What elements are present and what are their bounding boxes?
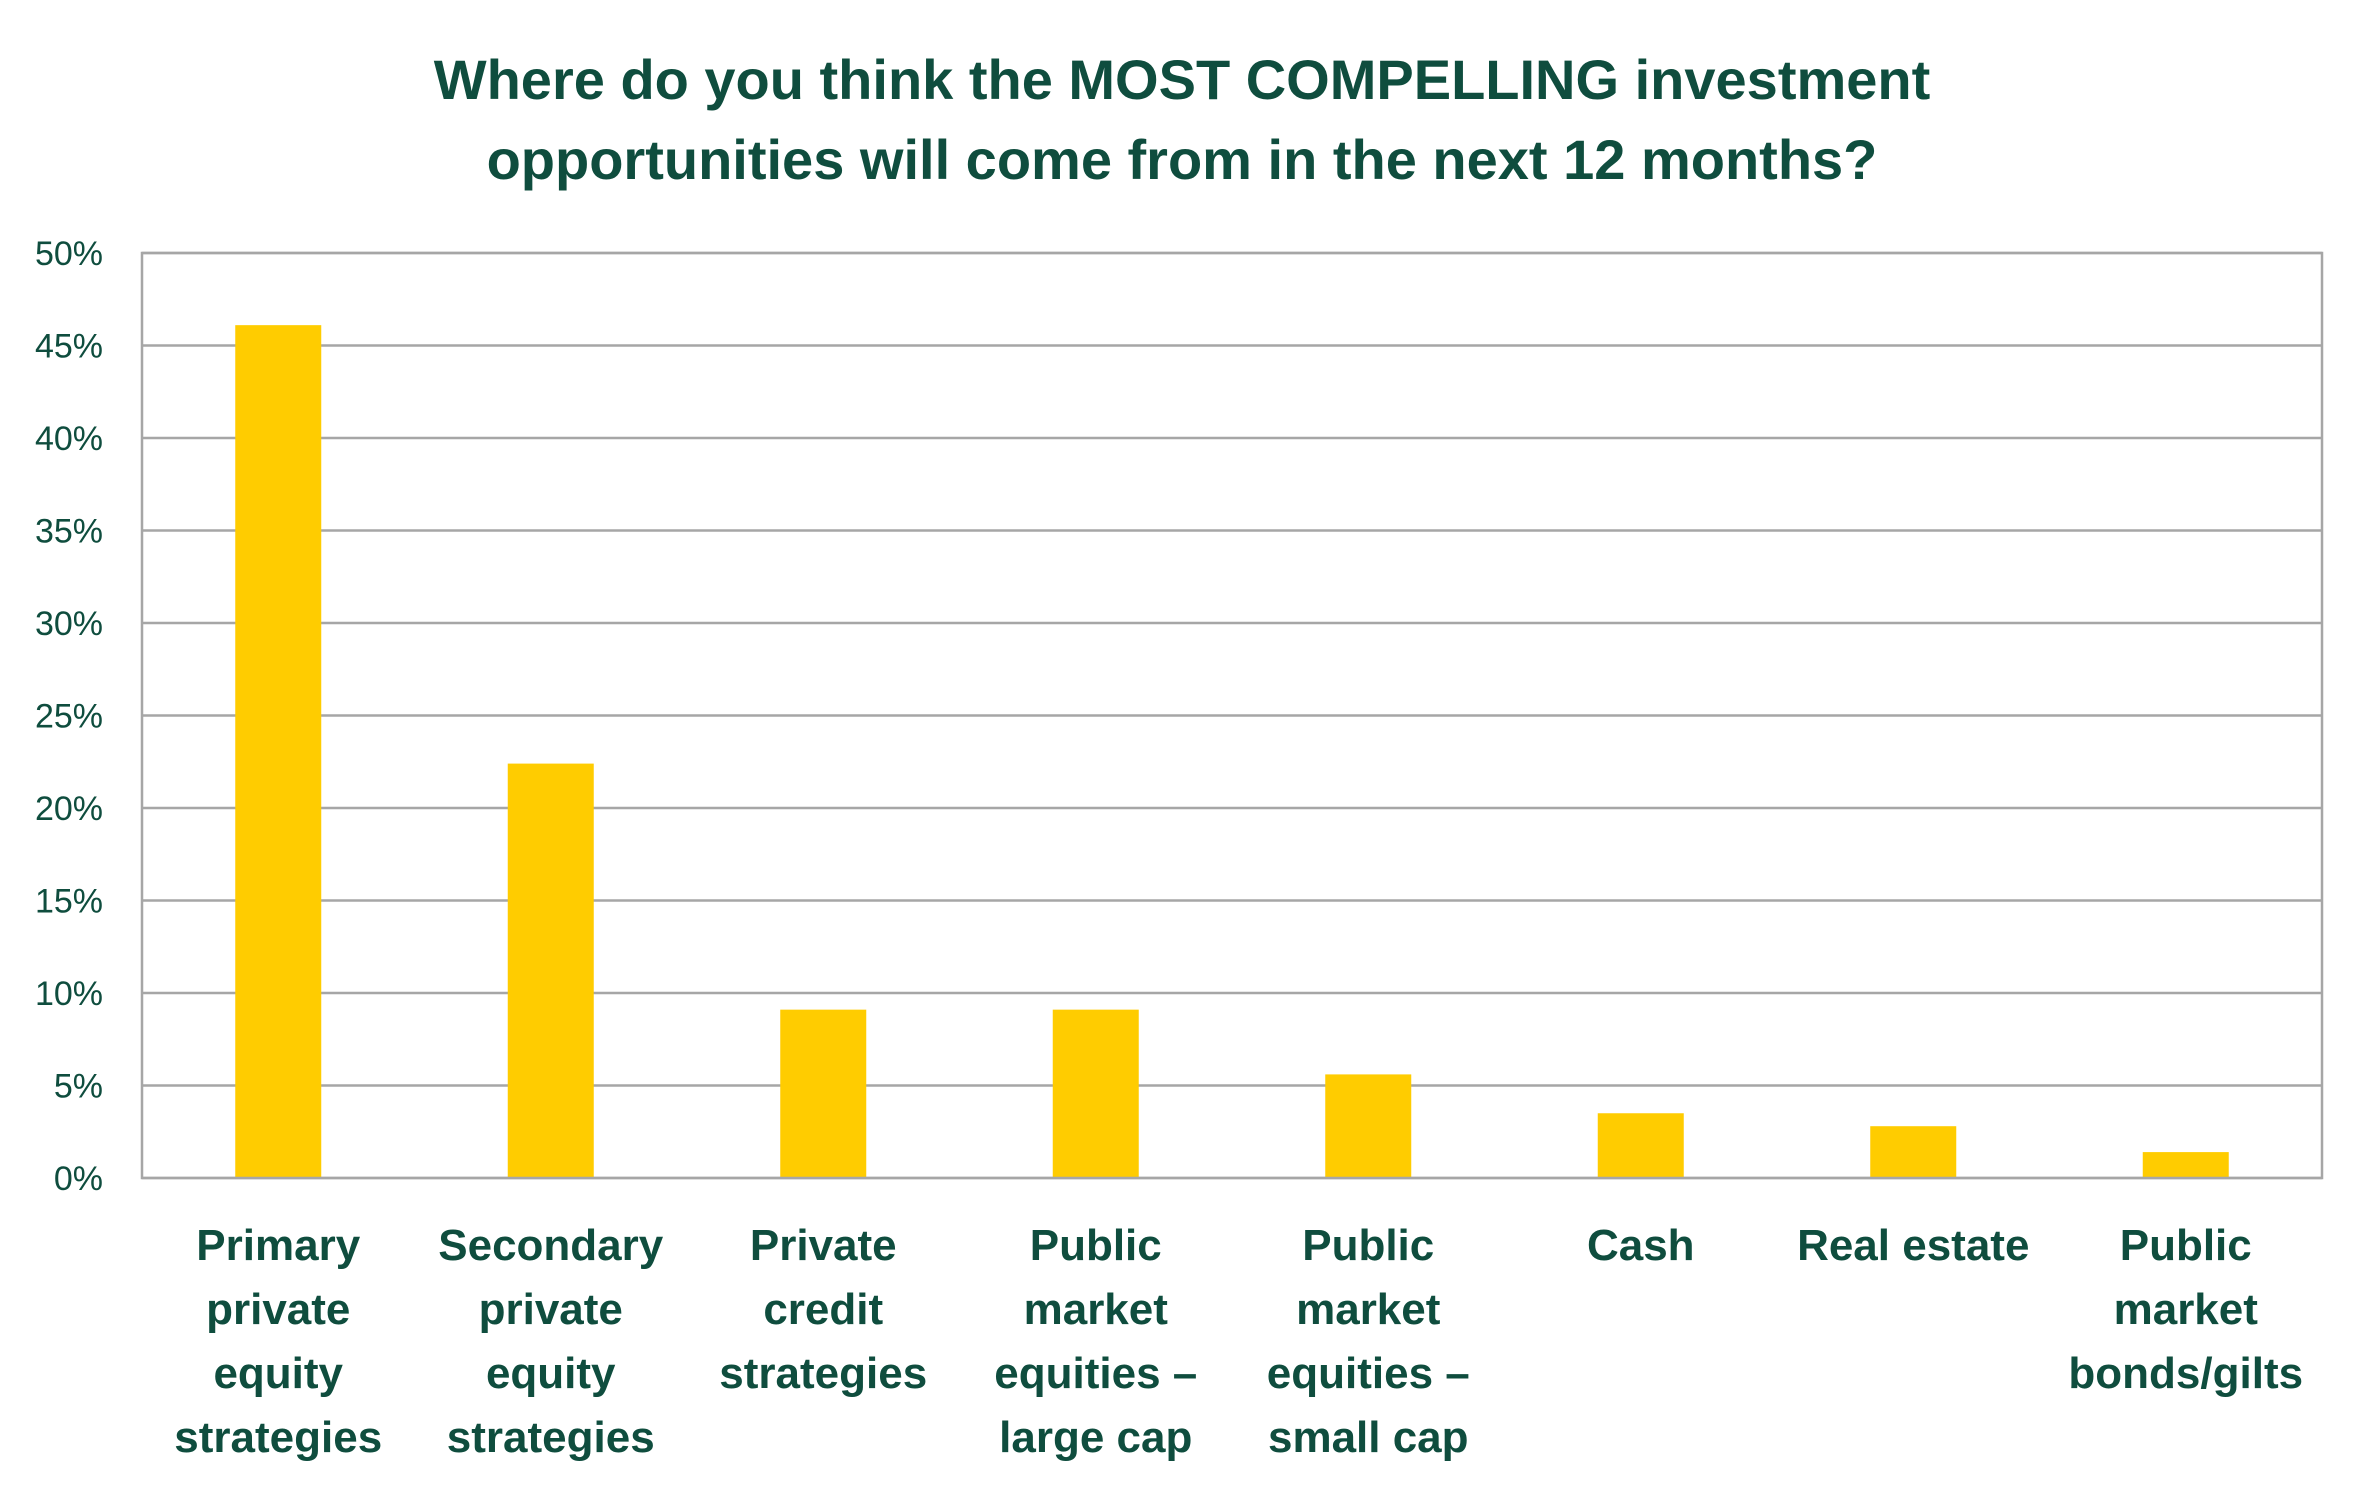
x-category-label: Public market equities – large cap xyxy=(994,1221,1197,1462)
chart-title-line-2: opportunities will come from in the next… xyxy=(486,128,1878,191)
y-tick-label: 25% xyxy=(35,698,103,736)
x-category-label: Cash xyxy=(1587,1221,1695,1270)
y-tick-label: 50% xyxy=(35,235,103,273)
x-category-label: Public market bonds/gilts xyxy=(2068,1221,2303,1398)
x-category-label: Secondary private equity strategies xyxy=(438,1221,664,1462)
bar xyxy=(507,763,594,1178)
y-tick-label: 30% xyxy=(35,605,103,643)
bar xyxy=(1325,1074,1412,1178)
chart-title-line-1: Where do you think the MOST COMPELLING i… xyxy=(433,48,1931,111)
y-tick-label: 40% xyxy=(35,420,103,458)
bar xyxy=(1052,1009,1139,1178)
y-tick-label: 45% xyxy=(35,328,103,366)
x-category-label: Private credit strategies xyxy=(719,1221,927,1398)
axes: 0% 5% 10% 15% 20% 25% 30% 35% 40% 45% 50% xyxy=(35,235,2324,1198)
y-tick-label: 0% xyxy=(54,1160,103,1198)
bar xyxy=(2142,1152,2229,1178)
bar xyxy=(235,325,322,1178)
y-tick-label: 20% xyxy=(35,790,103,828)
x-category-label: Primary private equity strategies xyxy=(174,1221,382,1462)
y-tick-label: 5% xyxy=(54,1068,103,1106)
bars xyxy=(235,325,2229,1178)
bar xyxy=(1597,1113,1684,1178)
category-labels: Primary private equity strategies Secondary p… xyxy=(174,1221,2303,1462)
plot-border xyxy=(140,251,2324,1180)
bar xyxy=(1870,1126,1957,1178)
y-tick-label: 15% xyxy=(35,883,103,921)
chart-title: Where do you think the MOST COMPELLING i… xyxy=(0,40,2364,200)
x-category-label: Real estate xyxy=(1797,1221,2029,1270)
x-category-label: Public market equities – small cap xyxy=(1267,1221,1470,1462)
gridlines xyxy=(142,251,2322,1180)
y-tick-label: 10% xyxy=(35,975,103,1013)
bar xyxy=(780,1009,867,1178)
y-tick-label: 35% xyxy=(35,513,103,551)
